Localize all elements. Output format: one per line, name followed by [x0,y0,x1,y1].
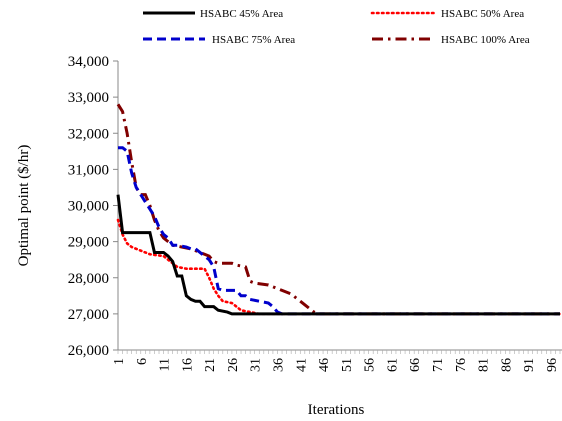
x-tick-label: 41 [294,358,309,372]
legend-label-3: HSABC 75% Area [212,34,295,46]
x-tick-label: 51 [340,358,355,372]
x-tick-label: 86 [499,358,514,372]
y-tick-label: 32,000 [68,126,109,142]
x-tick-label: 61 [385,358,400,372]
y-tick-label: 28,000 [68,271,109,287]
x-tick-label: 71 [431,358,446,372]
x-tick-label: 46 [317,358,332,372]
x-tick-label: 96 [545,358,560,372]
x-tick-label: 81 [477,358,492,372]
y-tick-label: 27,000 [68,307,109,323]
x-tick-label: 56 [363,358,378,372]
y-tick-label: 26,000 [68,343,109,359]
x-tick-label: 1 [112,358,127,365]
legend-label-2: HSABC 50% Area [441,8,524,20]
y-tick-label: 31,000 [68,162,109,178]
x-tick-label: 66 [408,358,423,372]
y-tick-label: 33,000 [68,90,109,106]
x-tick-label: 31 [249,358,264,372]
y-tick-label: 30,000 [68,199,109,215]
x-tick-label: 76 [454,358,469,372]
x-axis-title: Iterations [308,402,365,418]
y-axis-title: Optimal point ($/hr) [16,145,32,267]
x-tick-label: 26 [226,358,241,372]
y-tick-label: 34,000 [68,54,109,70]
x-tick-label: 36 [271,358,286,372]
y-tick-label: 29,000 [68,235,109,251]
series-line-2 [116,218,562,316]
legend-label-4: HSABC 100% Area [441,34,530,46]
x-tick-label: 91 [522,358,537,372]
x-tick-label: 6 [135,358,150,365]
x-tick-label: 11 [158,358,173,371]
x-tick-label: 16 [180,358,195,372]
x-tick-label: 21 [203,358,218,372]
series-line-3 [118,146,560,316]
legend-label-1: HSABC 45% Area [200,8,283,20]
series-line-4 [116,103,560,316]
series-line-1 [116,194,560,316]
